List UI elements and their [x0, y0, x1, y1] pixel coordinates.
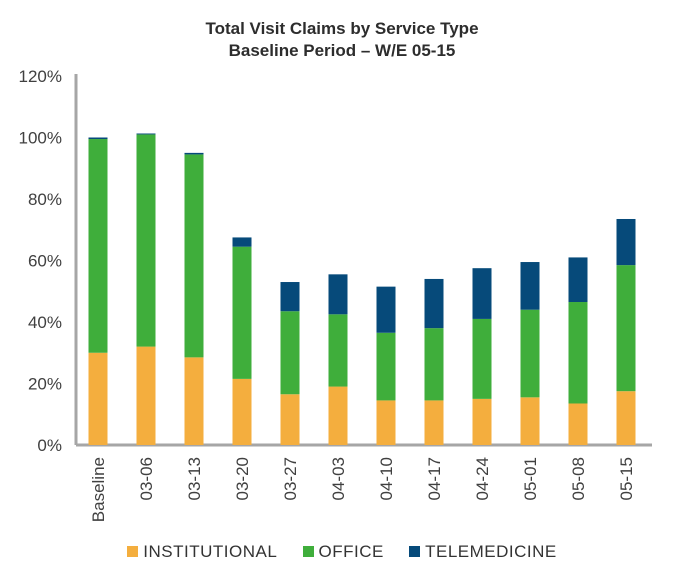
- x-tick-label: 03-27: [281, 457, 300, 500]
- bar-office-04-03: [328, 314, 348, 387]
- y-tick-label: 40%: [28, 313, 62, 332]
- bar-institutional-03-06: [136, 346, 156, 445]
- bar-office-03-13: [184, 154, 204, 358]
- legend-item-office: OFFICE: [302, 542, 384, 562]
- x-tick-label: 03-13: [185, 457, 204, 500]
- legend-swatch-office: [302, 546, 314, 557]
- bar-telemedicine-04-03: [328, 274, 348, 315]
- bar-office-04-10: [376, 332, 396, 401]
- legend-item-institutional: INSTITUTIONAL: [127, 542, 277, 562]
- bar-telemedicine-04-10: [376, 286, 396, 333]
- x-tick-label: 05-08: [569, 457, 588, 500]
- x-tick-label: 04-03: [329, 457, 348, 500]
- legend-label-telemedicine: TELEMEDICINE: [425, 542, 557, 561]
- legend-label-office: OFFICE: [318, 542, 384, 561]
- bar-office-04-24: [472, 318, 492, 399]
- bar-telemedicine-03-13: [184, 152, 204, 155]
- y-tick-label: 100%: [19, 129, 62, 148]
- y-tick-label: 120%: [19, 67, 62, 86]
- chart-title-block: Total Visit Claims by Service Type Basel…: [0, 18, 684, 62]
- x-tick-label: 04-10: [377, 457, 396, 500]
- legend-swatch-telemedicine: [409, 546, 421, 557]
- bar-telemedicine-04-24: [472, 268, 492, 319]
- bar-institutional-04-03: [328, 386, 348, 445]
- legend-item-telemedicine: TELEMEDICINE: [409, 542, 557, 562]
- bar-institutional-05-15: [616, 391, 636, 445]
- bar-telemedicine-05-01: [520, 262, 540, 310]
- bar-office-03-06: [136, 134, 156, 347]
- bar-institutional-04-17: [424, 400, 444, 445]
- bar-office-05-08: [568, 302, 588, 404]
- bar-office-04-17: [424, 328, 444, 401]
- bar-institutional-04-10: [376, 400, 396, 445]
- bar-institutional-03-20: [232, 378, 252, 445]
- legend-swatch-institutional: [127, 546, 139, 557]
- x-tick-label: 03-06: [137, 457, 156, 500]
- chart-title: Total Visit Claims by Service Type: [205, 19, 479, 38]
- x-tick-label: 04-24: [473, 457, 492, 500]
- bar-institutional-05-08: [568, 403, 588, 445]
- bar-telemedicine-05-08: [568, 257, 588, 303]
- bar-office-baseline: [88, 139, 108, 353]
- bar-telemedicine-03-27: [280, 282, 300, 312]
- stacked-bar-chart: 0% 20% 40% 60% 80% 100% 120% Baseline 03-06 03-13…: [19, 67, 652, 522]
- bar-office-03-27: [280, 311, 300, 395]
- bar-office-05-01: [520, 309, 540, 398]
- chart-legend: INSTITUTIONAL OFFICE TELEMEDICINE: [0, 542, 684, 562]
- bar-institutional-baseline: [88, 352, 108, 445]
- bar-office-05-15: [616, 265, 636, 392]
- bar-institutional-05-01: [520, 397, 540, 445]
- y-tick-label: 0%: [37, 436, 62, 455]
- y-tick-label: 20%: [28, 375, 62, 394]
- x-tick-label: 04-17: [425, 457, 444, 500]
- bar-telemedicine-05-15: [616, 218, 636, 266]
- x-tick-label: 05-01: [521, 457, 540, 500]
- bar-telemedicine-03-06: [136, 133, 156, 135]
- bar-institutional-04-24: [472, 398, 492, 445]
- bar-institutional-03-13: [184, 357, 204, 445]
- x-tick-label: 03-20: [233, 457, 252, 500]
- bar-telemedicine-baseline: [88, 137, 108, 140]
- chart-subtitle: Baseline Period – W/E 05-15: [228, 41, 456, 60]
- bar-telemedicine-03-20: [232, 237, 252, 247]
- x-tick-label: 05-15: [617, 457, 636, 500]
- bar-telemedicine-04-17: [424, 278, 444, 329]
- x-tick-label: Baseline: [89, 457, 108, 522]
- bar-institutional-03-27: [280, 394, 300, 445]
- y-tick-label: 80%: [28, 190, 62, 209]
- y-tick-label: 60%: [28, 252, 62, 271]
- bar-office-03-20: [232, 246, 252, 379]
- legend-label-institutional: INSTITUTIONAL: [143, 542, 278, 561]
